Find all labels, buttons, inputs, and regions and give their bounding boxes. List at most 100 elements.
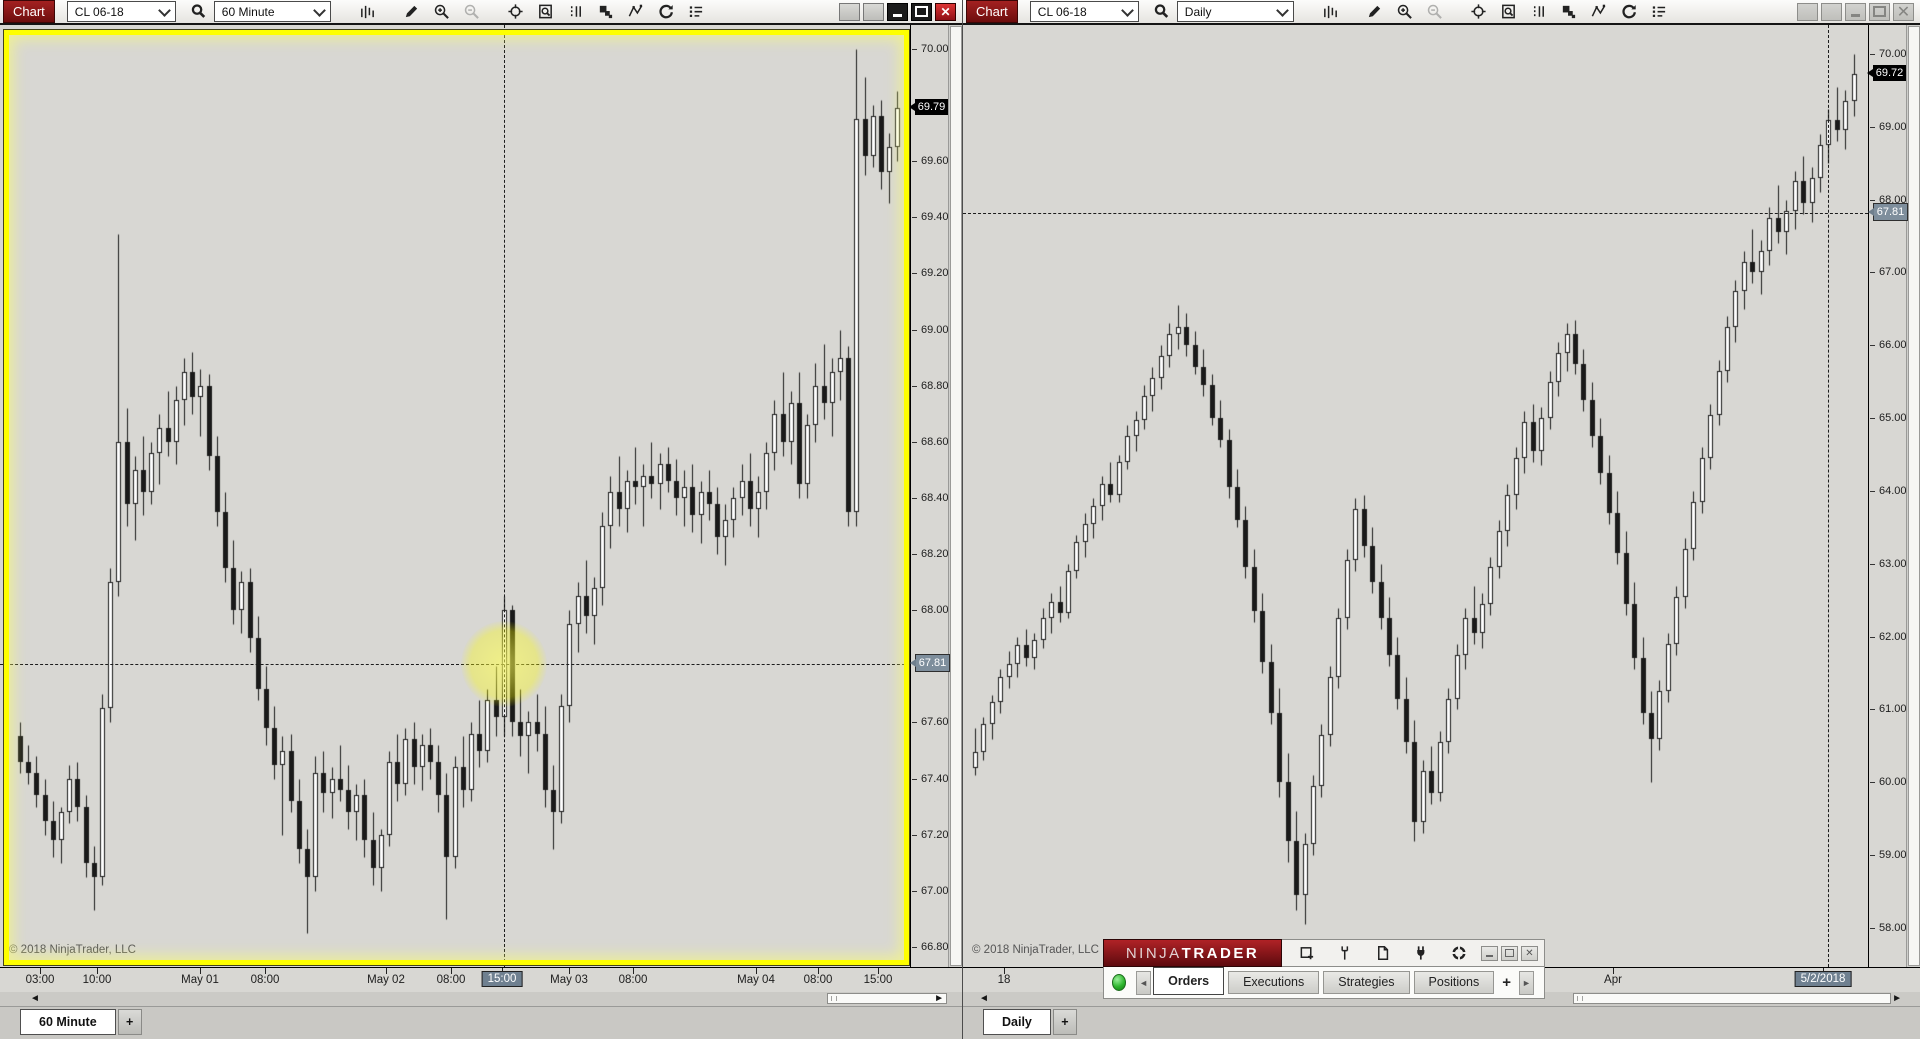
minimize-button[interactable] (887, 2, 908, 21)
chart-row: © 2018 NinjaTrader, LLC 70.00 69.00 68.00 6… (963, 25, 1920, 967)
chart-plot-area[interactable]: © 2018 NinjaTrader, LLC (0, 25, 910, 967)
properties-icon[interactable] (684, 1, 708, 23)
scroll-right-icon[interactable]: ► (1892, 993, 1902, 1004)
tab-daily[interactable]: Daily (983, 1009, 1051, 1035)
tab-scroll-left-icon[interactable]: ◄ (1136, 970, 1152, 995)
instrument-selector[interactable]: CL 06-18 (66, 1, 176, 22)
maximize-button[interactable] (911, 2, 932, 21)
objects-icon[interactable] (1557, 1, 1581, 23)
price-axis-label: 68.00 (911, 603, 949, 617)
price-axis-label: 67.00 (1869, 265, 1907, 279)
chart-toolbar: Chart CL 06-18 Daily (963, 0, 1920, 25)
price-axis[interactable]: 70.00 69.00 68.00 67.00 66.00 65.00 64.00 63.00… (1867, 25, 1908, 967)
time-axis-label: 08:00 (250, 974, 280, 986)
price-axis-label: 68.60 (911, 435, 949, 449)
time-axis-tick (1004, 968, 1005, 974)
scroll-right-icon[interactable]: ► (934, 993, 944, 1004)
price-axis-label: 70.00 (911, 42, 949, 56)
control-center-overlay: NINJA TRADER ✕ ◄ (1103, 939, 1545, 999)
tab-scroll-right-icon[interactable]: ► (1519, 970, 1534, 995)
interval-selector[interactable]: 60 Minute (213, 1, 331, 22)
price-axis-label: 69.00 (911, 323, 949, 337)
new-window-icon[interactable] (1295, 942, 1319, 964)
tab-orders[interactable]: Orders (1153, 967, 1225, 995)
time-axis-tick (265, 968, 266, 974)
document-icon[interactable] (1371, 942, 1395, 964)
control-center-titlebar[interactable]: NINJA TRADER ✕ (1103, 939, 1545, 967)
crosshair-icon[interactable] (1467, 1, 1491, 23)
horizontal-scrollbar-thumb[interactable] (1573, 993, 1891, 1004)
close-button[interactable]: ✕ (1893, 2, 1914, 21)
chart-panels-icon[interactable] (1527, 1, 1551, 23)
help-ring-icon[interactable] (1447, 942, 1471, 964)
vertical-scrollbar[interactable] (948, 25, 963, 967)
price-axis-label: 67.00 (911, 884, 949, 898)
price-axis-label: 68.00 (1869, 193, 1907, 207)
data-box-icon[interactable] (534, 1, 558, 23)
overlay-close-button[interactable]: ✕ (1521, 945, 1538, 961)
window-extra-button-1[interactable] (1797, 2, 1818, 21)
scroll-left-icon[interactable]: ◄ (30, 993, 40, 1004)
reload-icon[interactable] (1617, 1, 1641, 23)
properties-icon[interactable] (1647, 1, 1671, 23)
overlay-minimize-button[interactable] (1481, 945, 1498, 961)
chart-menu-button[interactable]: Chart (3, 0, 55, 23)
price-axis-label: 65.00 (1869, 411, 1907, 425)
zigzag-icon[interactable] (1587, 1, 1611, 23)
time-axis-label: 08:00 (436, 974, 466, 986)
data-box-icon[interactable] (1497, 1, 1521, 23)
price-axis[interactable]: 70.00 69.60 69.40 69.20 69.00 68.80 68.60 68.40… (909, 25, 950, 967)
window-extra-button-1[interactable] (839, 2, 860, 21)
draw-icon[interactable] (1363, 1, 1387, 23)
reload-icon[interactable] (654, 1, 678, 23)
add-tab-button[interactable]: + (1502, 974, 1512, 991)
horizontal-scrollbar[interactable]: ◄ ► (0, 992, 962, 1006)
plug-icon[interactable] (1409, 942, 1433, 964)
crosshair-icon[interactable] (504, 1, 528, 23)
scroll-left-icon[interactable]: ◄ (979, 993, 989, 1004)
instrument-search-icon[interactable] (1150, 1, 1174, 23)
price-axis-label: 69.00 (1869, 120, 1907, 134)
zoom-in-icon[interactable] (430, 1, 454, 23)
tab-positions[interactable]: Positions (1413, 971, 1495, 994)
chevron-down-icon (312, 3, 326, 17)
overlay-maximize-button[interactable] (1501, 945, 1518, 961)
crosshair-horizontal-line (963, 213, 1868, 214)
copyright-label: © 2018 NinjaTrader, LLC (9, 944, 136, 956)
tab-60-minute[interactable]: 60 Minute (20, 1009, 116, 1035)
chart-plot-area[interactable]: © 2018 NinjaTrader, LLC (963, 25, 1868, 967)
close-button[interactable]: ✕ (935, 2, 956, 21)
window-extra-button-2[interactable] (863, 2, 884, 21)
instrument-selector[interactable]: CL 06-18 (1029, 1, 1139, 22)
price-axis-label: 69.40 (911, 210, 949, 224)
price-axis-label: 66.80 (911, 940, 949, 954)
chart-menu-button[interactable]: Chart (966, 0, 1018, 23)
add-tab-button[interactable]: + (1052, 1009, 1077, 1035)
tab-executions[interactable]: Executions (1228, 971, 1320, 994)
zigzag-icon[interactable] (624, 1, 648, 23)
chart-style-icon[interactable] (356, 1, 380, 23)
maximize-button[interactable] (1869, 2, 1890, 21)
control-center-tabs: ◄ Orders Executions Strategies Positions… (1103, 967, 1545, 999)
chart-panels-icon[interactable] (564, 1, 588, 23)
vertical-scrollbar[interactable] (1906, 25, 1920, 967)
minimize-button[interactable] (1845, 2, 1866, 21)
objects-icon[interactable] (594, 1, 618, 23)
vertical-scrollbar-thumb[interactable] (1908, 26, 1920, 966)
interval-selector[interactable]: Daily (1176, 1, 1294, 22)
instrument-search-icon[interactable] (187, 1, 211, 23)
time-axis-label: 15:00 (863, 974, 893, 986)
zoom-out-icon (460, 1, 484, 23)
horizontal-scrollbar-thumb[interactable] (827, 993, 947, 1004)
zoom-out-icon (1423, 1, 1447, 23)
vertical-scrollbar-thumb[interactable] (950, 26, 962, 966)
chart-style-icon[interactable] (1319, 1, 1343, 23)
add-tab-button[interactable]: + (117, 1009, 142, 1035)
wrench-icon[interactable] (1333, 942, 1357, 964)
time-axis[interactable]: 03:00 10:00 May 01 08:00 May 02 08:00 15:00 May… (0, 967, 962, 992)
draw-icon[interactable] (400, 1, 424, 23)
window-extra-button-2[interactable] (1821, 2, 1842, 21)
tab-strategies[interactable]: Strategies (1323, 971, 1410, 994)
zoom-in-icon[interactable] (1393, 1, 1417, 23)
selection-highlight (461, 621, 547, 707)
